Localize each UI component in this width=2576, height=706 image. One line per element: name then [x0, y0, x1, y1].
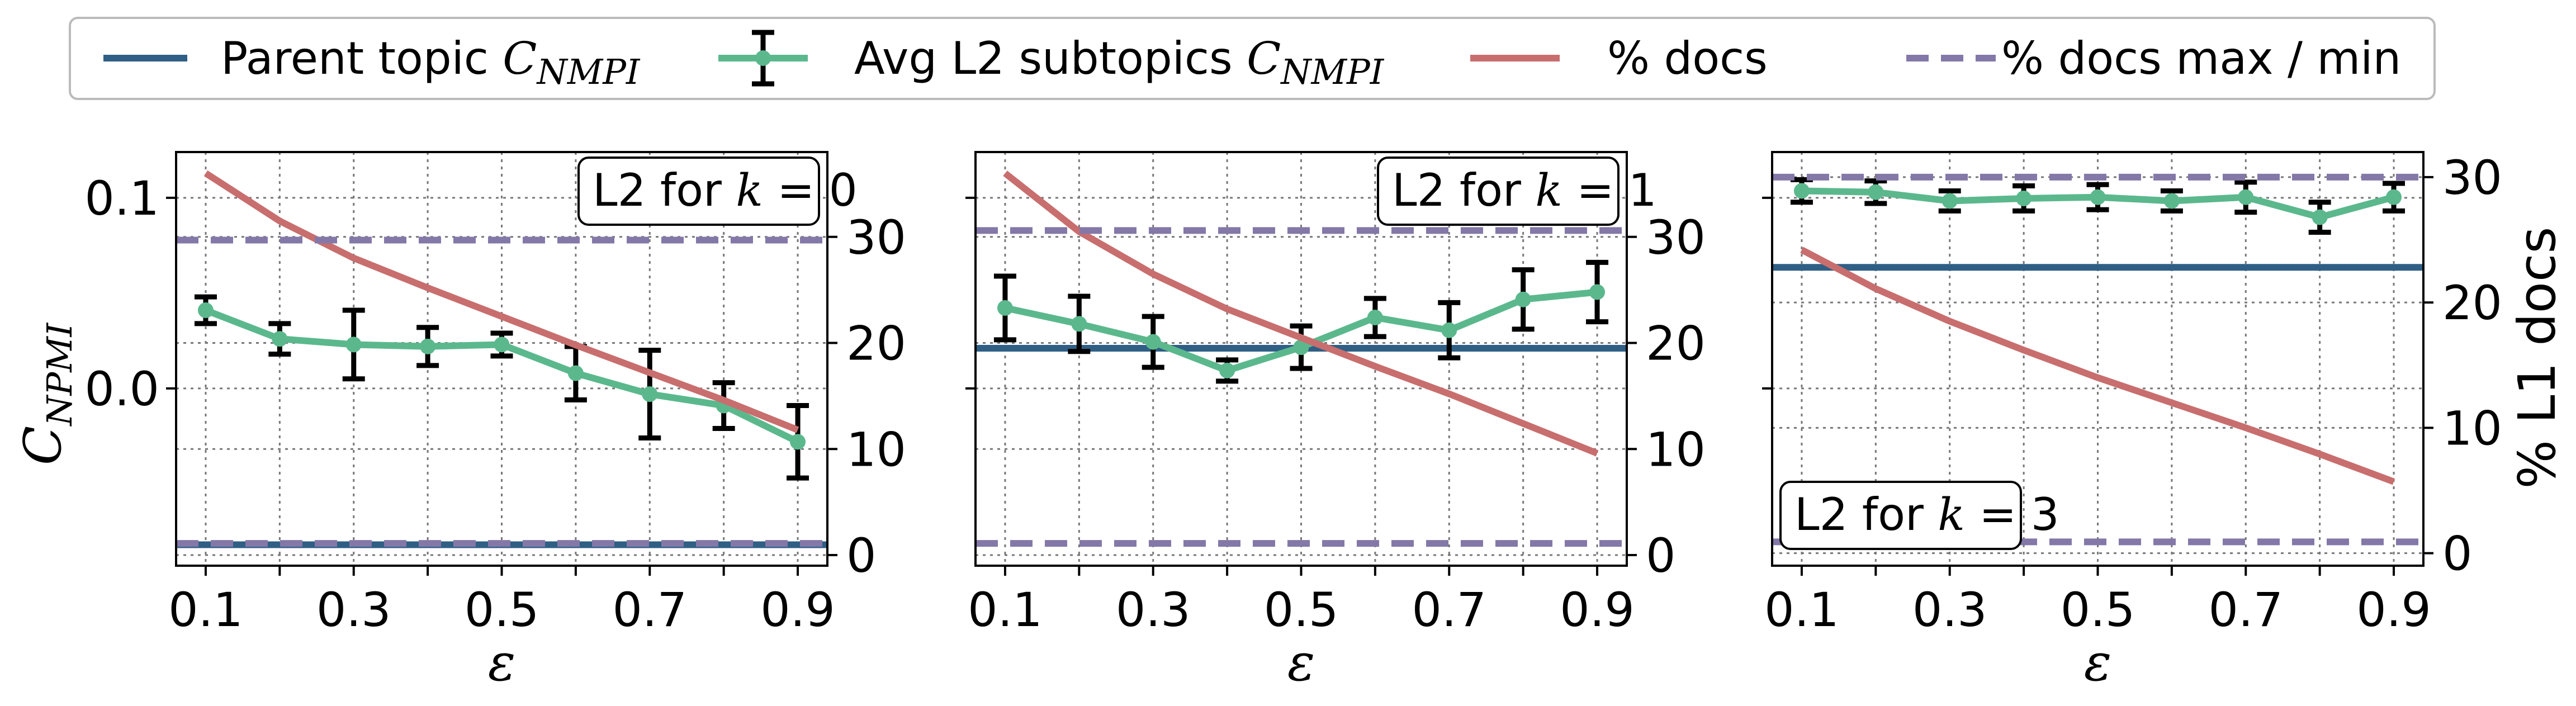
y-right-tick-label: 10 [846, 422, 906, 477]
data-point [1293, 339, 1309, 356]
legend: Parent topic CNMPI Avg L2 subtopics CNMP… [69, 17, 2436, 100]
plot-area [976, 170, 1627, 547]
ylabel-right: % L1 docs [2507, 227, 2567, 489]
y-right-tick-label: 30 [1646, 210, 1706, 265]
panel-label-text: L2 for k = 0 [593, 164, 858, 216]
y-right-tick-label: 0 [846, 528, 876, 583]
y-left-tick-label: 0.0 [84, 362, 159, 416]
series-line [1003, 170, 1599, 457]
panel-label-text: L2 for k = 3 [1794, 489, 2059, 541]
x-tick-label: 0.3 [1116, 582, 1191, 637]
x-tick-label: 0.5 [465, 582, 539, 637]
x-axis-label: ε [488, 633, 515, 693]
x-tick-label: 0.1 [1764, 582, 1839, 637]
x-tick-label: 0.9 [2356, 582, 2431, 637]
plot-area [176, 170, 827, 548]
series-line [203, 170, 799, 433]
data-point [567, 365, 584, 381]
x-tick-label: 0.1 [968, 582, 1043, 637]
y-right-tick-label: 30 [2442, 150, 2502, 205]
y-right-tick-label: 20 [1646, 316, 1706, 371]
data-point [420, 338, 436, 354]
data-point [197, 302, 214, 319]
legend-avg-errorbar-icon [752, 30, 774, 87]
y-right-tick-label: 30 [846, 210, 906, 265]
y-left-tick-label: 0.1 [84, 171, 159, 226]
data-point [642, 386, 658, 402]
legend-frame [69, 17, 2436, 100]
y-right-tick-label: 0 [1646, 528, 1675, 583]
data-point [1942, 193, 1958, 209]
data-point [1367, 310, 1383, 325]
panel-label-box [1377, 157, 1620, 226]
data-point [997, 300, 1013, 316]
data-point [2163, 193, 2180, 209]
data-point [1219, 362, 1235, 378]
legend-avg-label: Avg L2 subtopics CNMPI [854, 32, 1385, 92]
x-tick-label: 0.3 [1912, 582, 1987, 637]
y-right-tick-label: 20 [846, 316, 906, 371]
data-point [1145, 334, 1161, 350]
x-tick-label: 0.9 [760, 582, 835, 637]
panel-label-box [1779, 481, 2022, 550]
x-tick-label: 0.1 [168, 582, 243, 637]
data-point [494, 337, 510, 353]
panel-label-box [577, 157, 820, 226]
y-right-tick-label: 10 [1646, 422, 1706, 477]
y-right-tick-label: 10 [2442, 401, 2502, 456]
panel-label: L2 for k = 1 [1377, 157, 1657, 226]
panel-2: 0.1 0.3 0.5 0.7 0.9 ε 0 10 20 30 L2 for k = 3 [1762, 150, 2502, 693]
data-point [790, 434, 806, 450]
data-point [1515, 291, 1531, 307]
data-point [1868, 184, 1884, 200]
panel-label-text: L2 for k = 1 [1392, 164, 1657, 216]
x-axis-label: ε [2084, 633, 2111, 693]
x-tick-label: 0.5 [1264, 582, 1339, 637]
x-tick-label: 0.9 [1560, 582, 1635, 637]
data-point [1441, 322, 1457, 338]
data-point [2386, 189, 2402, 205]
data-point [345, 337, 362, 353]
series-line [1800, 247, 2395, 485]
data-point [2312, 209, 2328, 225]
panel-label: L2 for k = 0 [577, 157, 858, 226]
y-right-tick-label: 20 [2442, 276, 2502, 330]
data-point [1071, 316, 1087, 332]
data-point [1589, 284, 1606, 300]
data-point [272, 331, 288, 347]
data-point [2016, 190, 2032, 206]
x-tick-label: 0.7 [2208, 582, 2283, 637]
y-right-tick-label: 0 [2442, 527, 2472, 581]
legend-avg-marker [755, 50, 771, 66]
panel-label: L2 for k = 3 [1779, 481, 2059, 550]
x-tick-label: 0.3 [316, 582, 391, 637]
data-point [1793, 183, 1810, 199]
legend-maxmin-label: % docs max / min [2001, 32, 2401, 84]
data-point [2238, 189, 2254, 205]
legend-parent-label: Parent topic CNMPI [221, 32, 641, 92]
x-tick-label: 0.7 [612, 582, 687, 637]
legend-pct-label: % docs [1607, 32, 1768, 84]
ylabel-left: CNPMI [13, 322, 80, 465]
data-point [2090, 189, 2106, 205]
x-tick-label: 0.5 [2061, 582, 2135, 637]
x-tick-label: 0.7 [1412, 582, 1486, 637]
x-axis-label: ε [1287, 633, 1315, 693]
